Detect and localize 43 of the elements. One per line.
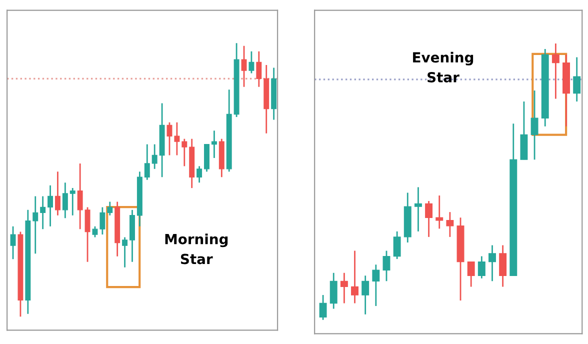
candlestick [54, 170, 60, 216]
annotation: Evening Star [413, 52, 474, 82]
candlestick [530, 90, 538, 160]
candlestick [40, 196, 46, 230]
candlestick [499, 244, 507, 288]
candlestick [552, 42, 560, 100]
candlestick [144, 144, 150, 181]
candlestick [362, 274, 370, 316]
candlestick [182, 138, 188, 167]
candlestick [319, 294, 327, 321]
candlestick [84, 206, 90, 263]
candlestick [70, 187, 76, 216]
candlestick [211, 130, 217, 159]
candlestick [351, 250, 358, 304]
candlestick [446, 211, 454, 238]
candlestick [196, 165, 202, 184]
candlestick [340, 272, 348, 304]
candlestick [393, 230, 401, 260]
candlestick [32, 196, 38, 254]
candlestick [62, 182, 68, 219]
candlestick [248, 50, 254, 74]
candlestick [256, 50, 262, 88]
candlestick [467, 261, 475, 288]
annotation: Morning Star [165, 234, 228, 264]
candlestick [122, 236, 128, 268]
candlestick [92, 226, 98, 238]
candlestick [488, 244, 496, 282]
candlestick [77, 162, 83, 230]
candlestick [573, 56, 581, 102]
candlestick [425, 200, 433, 238]
candlestick [478, 256, 486, 280]
candlestick [107, 201, 113, 216]
candlestick [174, 122, 180, 156]
candlestick [372, 264, 380, 307]
candlestick [330, 272, 338, 310]
candlestick [152, 144, 158, 170]
candlestick [100, 206, 106, 236]
candlestick [414, 186, 422, 232]
candlestick [241, 45, 247, 88]
candlestick [10, 226, 16, 260]
candlestick [166, 122, 172, 156]
candlestick [382, 250, 390, 282]
candlestick [48, 184, 54, 228]
